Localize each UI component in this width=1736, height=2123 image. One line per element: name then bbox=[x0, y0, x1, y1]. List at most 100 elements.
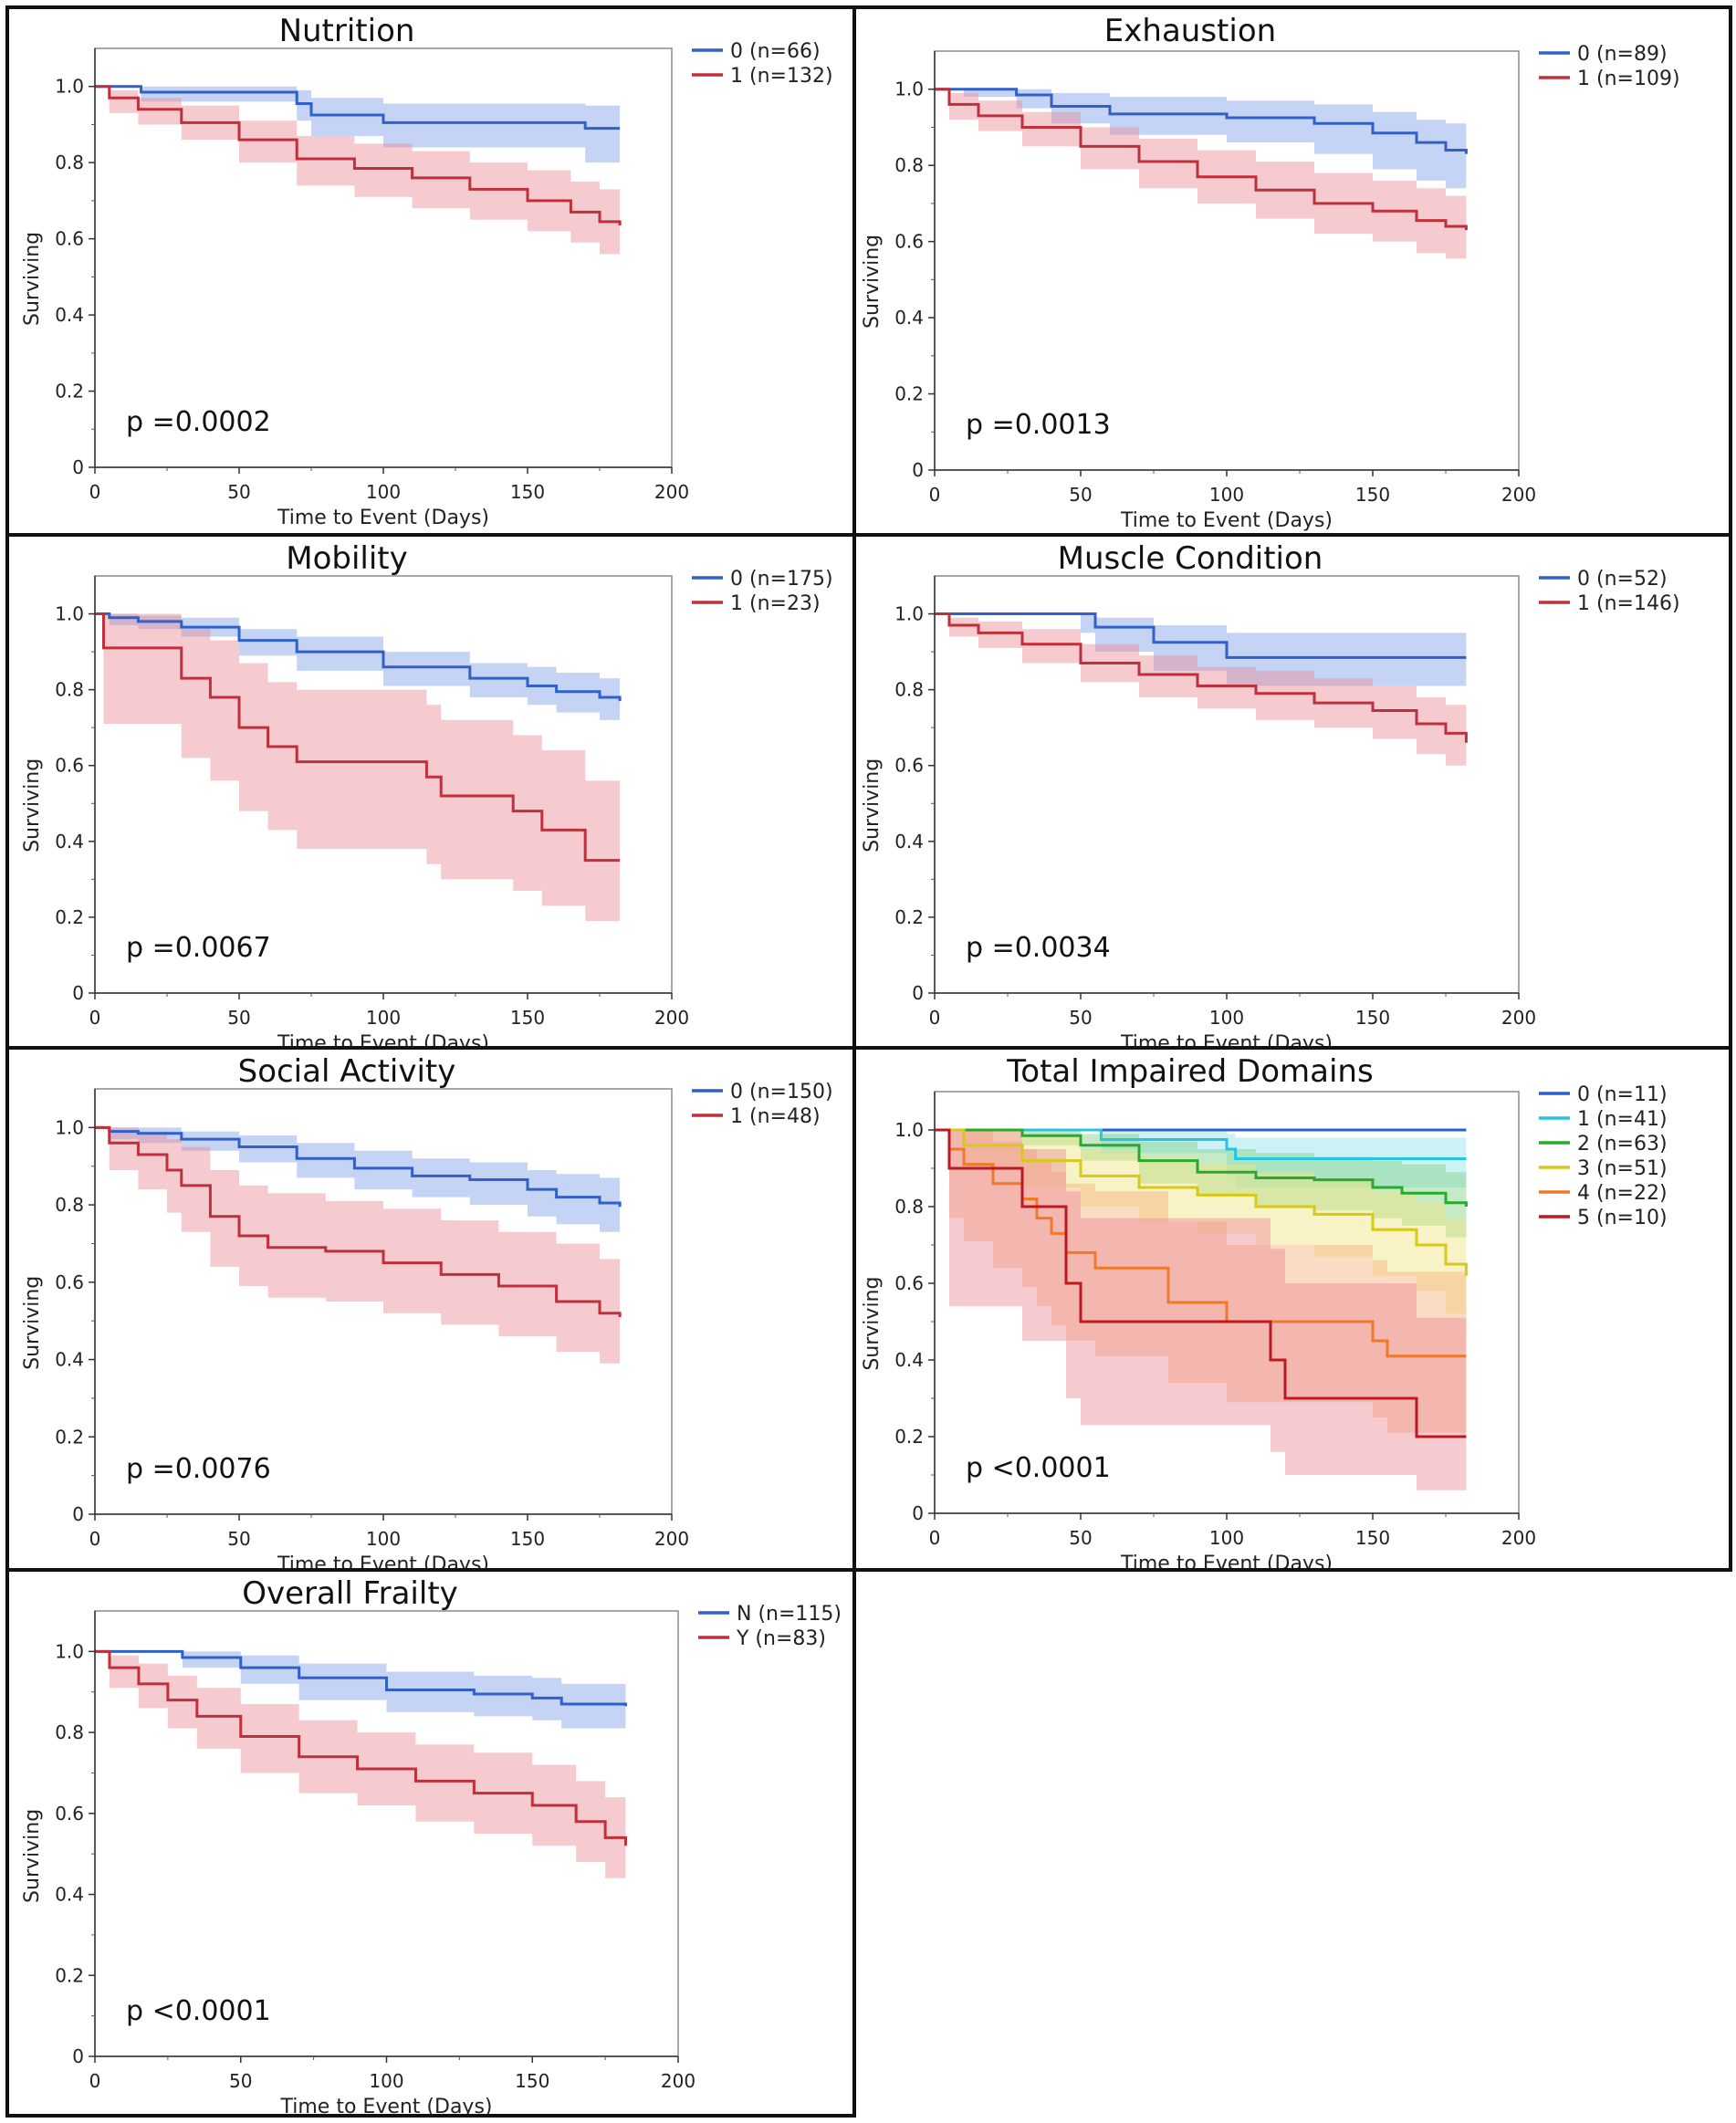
legend-label: Y (n=83) bbox=[736, 1627, 826, 1650]
x-tick-label: 0 bbox=[929, 484, 941, 506]
y-tick-label: 0.6 bbox=[894, 755, 924, 777]
x-tick-label: 200 bbox=[654, 1528, 689, 1550]
chart-title: Exhaustion bbox=[1104, 13, 1276, 49]
y-tick-label: 0 bbox=[72, 456, 84, 478]
x-tick-label: 150 bbox=[515, 2070, 549, 2092]
y-axis-label: Surviving bbox=[861, 1277, 884, 1371]
x-tick-label: 50 bbox=[1069, 484, 1092, 506]
chart-svg: Overall Frailty 0 0.2 0.4 0.6 0.8 1.0 0 50 100 150… bbox=[21, 1575, 842, 2114]
x-axis-label: Time to Event (Days) bbox=[277, 507, 489, 529]
x-tick-label: 150 bbox=[1355, 1527, 1390, 1549]
chart-svg: Nutrition 0 0.2 0.4 0.6 0.8 1.0 0 50 100 150 200 Tim… bbox=[21, 13, 833, 529]
x-tick-label: 50 bbox=[1069, 1527, 1092, 1549]
legend-label: 5 (n=10) bbox=[1577, 1207, 1668, 1229]
y-tick-label: 1.0 bbox=[894, 78, 924, 100]
x-tick-label: 200 bbox=[661, 2070, 695, 2092]
y-tick-label: 0.8 bbox=[55, 1194, 84, 1216]
x-tick-label: 150 bbox=[1355, 484, 1390, 506]
chart-svg: Muscle Condition 0 0.2 0.4 0.6 0.8 1.0 0 50 100 15… bbox=[861, 540, 1680, 1046]
survival-line-3-n-51 bbox=[935, 1128, 1468, 1276]
survival-line-0-n-150 bbox=[95, 1125, 622, 1208]
chart-title: Total Impaired Domains bbox=[1006, 1053, 1373, 1090]
p-value-annotation: p =0.0034 bbox=[966, 932, 1111, 964]
y-tick-label: 1.0 bbox=[894, 1119, 924, 1141]
legend-label: 0 (n=89) bbox=[1577, 43, 1668, 66]
legend-label: 0 (n=150) bbox=[730, 1081, 833, 1103]
x-tick-label: 0 bbox=[89, 2070, 101, 2092]
chart-title: Social Activity bbox=[238, 1053, 456, 1090]
y-tick-label: 0.2 bbox=[894, 383, 924, 405]
survival-line-1-n-132 bbox=[95, 85, 622, 226]
y-tick-label: 1.0 bbox=[55, 1640, 84, 1662]
y-tick-label: 0.2 bbox=[55, 1426, 84, 1448]
confidence-band-5-n-10 bbox=[935, 1130, 1467, 1490]
x-tick-label: 50 bbox=[227, 1528, 250, 1550]
y-tick-label: 0 bbox=[72, 1503, 84, 1525]
y-tick-label: 0 bbox=[72, 2045, 84, 2067]
x-tick-label: 150 bbox=[510, 481, 545, 503]
chart-panel-social-activity: Social Activity 0 0.2 0.4 0.6 0.8 1.0 0 50 100 150… bbox=[5, 1046, 856, 1572]
p-value-annotation: p =0.0067 bbox=[126, 932, 271, 964]
x-tick-label: 100 bbox=[1209, 1527, 1244, 1549]
chart-panel-exhaustion: Exhaustion 0 0.2 0.4 0.6 0.8 1.0 0 50 100 150 200 Ti… bbox=[852, 5, 1732, 537]
y-axis-label: Surviving bbox=[861, 235, 884, 329]
survival-line-1-n-109 bbox=[935, 88, 1468, 231]
chart-title: Mobility bbox=[286, 540, 408, 577]
x-tick-label: 0 bbox=[929, 1007, 941, 1029]
x-tick-label: 100 bbox=[366, 1007, 401, 1029]
x-tick-label: 100 bbox=[369, 2070, 403, 2092]
p-value-annotation: p =0.0013 bbox=[966, 409, 1111, 441]
y-tick-label: 0.4 bbox=[55, 1884, 84, 1906]
y-tick-label: 0 bbox=[912, 1502, 924, 1524]
legend-label: 1 (n=132) bbox=[730, 65, 833, 88]
x-tick-label: 200 bbox=[654, 481, 689, 503]
survival-line-0-n-175 bbox=[95, 612, 622, 702]
confidence-band-0-n-150 bbox=[95, 1127, 621, 1236]
chart-title: Muscle Condition bbox=[1058, 540, 1323, 577]
legend-label: 1 (n=48) bbox=[730, 1105, 821, 1128]
legend-label: 0 (n=52) bbox=[1577, 568, 1668, 591]
survival-line-1-n-146 bbox=[935, 612, 1468, 743]
y-axis-label: Surviving bbox=[21, 758, 44, 852]
legend-label: N (n=115) bbox=[737, 1603, 842, 1626]
x-tick-label: 100 bbox=[1209, 1007, 1244, 1029]
p-value-annotation: p =0.0076 bbox=[126, 1453, 271, 1485]
chart-title: Overall Frailty bbox=[242, 1575, 458, 1612]
y-tick-label: 0.2 bbox=[894, 1426, 924, 1448]
confidence-band-3-n-51 bbox=[935, 1130, 1467, 1322]
chart-svg: Exhaustion 0 0.2 0.4 0.6 0.8 1.0 0 50 100 150 200 Ti… bbox=[861, 13, 1680, 532]
confidence-band-1-n-48 bbox=[95, 1127, 621, 1368]
y-tick-label: 0.6 bbox=[894, 1272, 924, 1294]
confidence-band-1-n-41 bbox=[935, 1130, 1467, 1187]
legend-label: 2 (n=63) bbox=[1577, 1133, 1668, 1156]
y-tick-label: 0.8 bbox=[55, 1721, 84, 1743]
x-tick-label: 200 bbox=[654, 1007, 689, 1029]
y-axis-label: Surviving bbox=[861, 758, 884, 852]
legend-label: 0 (n=175) bbox=[730, 568, 833, 591]
x-tick-label: 100 bbox=[366, 481, 401, 503]
x-tick-label: 150 bbox=[510, 1007, 545, 1029]
x-tick-label: 50 bbox=[1069, 1007, 1092, 1029]
x-tick-label: 200 bbox=[1501, 484, 1536, 506]
y-tick-label: 0.8 bbox=[894, 679, 924, 701]
y-tick-label: 0.4 bbox=[894, 307, 924, 329]
survival-line-0-n-52 bbox=[935, 612, 1467, 659]
confidence-band-1-n-23 bbox=[95, 613, 621, 922]
y-tick-label: 0.2 bbox=[55, 1964, 84, 1986]
x-tick-label: 100 bbox=[366, 1528, 401, 1550]
legend-label: 1 (n=23) bbox=[730, 592, 821, 615]
chart-svg: Social Activity 0 0.2 0.4 0.6 0.8 1.0 0 50 100 150… bbox=[21, 1053, 833, 1568]
y-tick-label: 0.2 bbox=[894, 906, 924, 928]
x-tick-label: 200 bbox=[1501, 1527, 1536, 1549]
x-tick-label: 0 bbox=[89, 481, 101, 503]
survival-line-1-n-41 bbox=[935, 1128, 1467, 1160]
survival-line-1-n-23 bbox=[95, 612, 621, 863]
confidence-band-0-n-175 bbox=[95, 613, 621, 725]
survival-line-2-n-63 bbox=[935, 1128, 1468, 1207]
y-tick-label: 1.0 bbox=[55, 603, 84, 625]
legend-label: 0 (n=66) bbox=[730, 40, 821, 63]
survival-line-y-n-83 bbox=[95, 1649, 627, 1846]
confidence-band-n-n-115 bbox=[95, 1651, 626, 1733]
confidence-band-1-n-132 bbox=[95, 86, 621, 258]
x-tick-label: 50 bbox=[227, 481, 250, 503]
